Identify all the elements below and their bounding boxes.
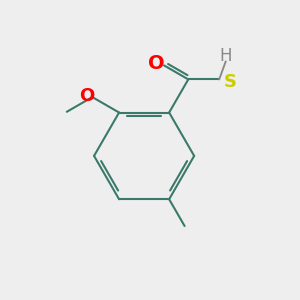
Text: S: S — [224, 73, 237, 91]
Text: O: O — [79, 87, 94, 105]
Text: H: H — [220, 47, 232, 65]
Text: O: O — [148, 54, 165, 74]
